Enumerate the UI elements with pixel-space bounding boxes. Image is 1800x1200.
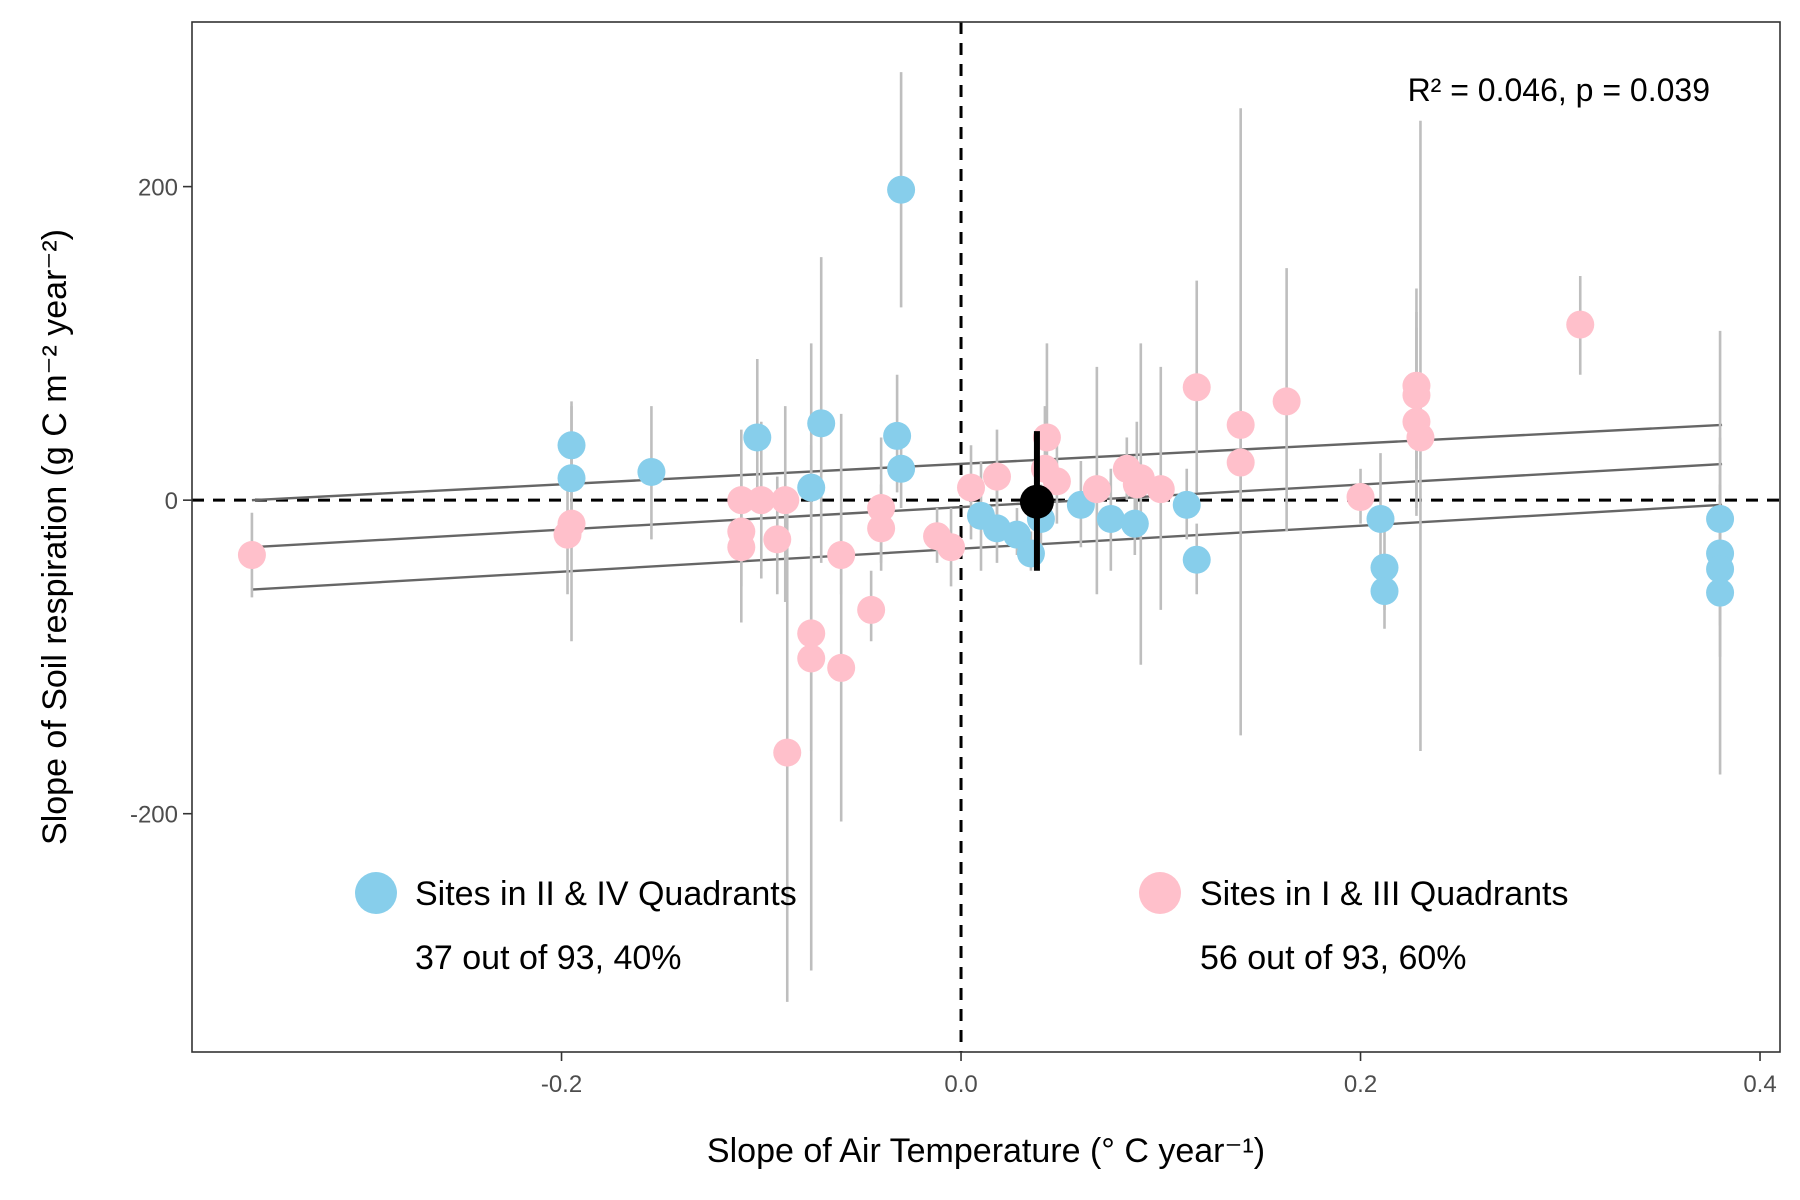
data-points	[237, 175, 1735, 767]
mean-point-group	[1019, 431, 1054, 571]
point-quadrant-i-iii	[957, 473, 986, 502]
point-quadrant-i-iii	[1566, 310, 1595, 339]
x-tick-label: 0.0	[944, 1071, 977, 1098]
point-quadrant-i-iii	[771, 486, 800, 515]
legend-label-ii-iv: Sites in II & IV Quadrants	[415, 875, 797, 913]
x-axis-ticks: -0.2 0.0 0.2 0.4	[541, 1052, 1777, 1098]
legend-marker-i-iii	[1139, 872, 1181, 914]
point-quadrant-i-iii	[727, 533, 756, 562]
point-quadrant-i-iii	[1182, 373, 1211, 402]
confidence-upper-line	[251, 423, 1723, 502]
x-axis-title: Slope of Air Temperature (° C year⁻¹)	[707, 1132, 1265, 1170]
point-quadrant-i-iii	[797, 619, 826, 648]
point-quadrant-i-iii	[1406, 423, 1435, 452]
point-quadrant-ii-iv	[1016, 539, 1045, 568]
mean-point	[1019, 484, 1054, 519]
point-quadrant-i-iii	[1272, 387, 1301, 416]
point-quadrant-i-iii	[827, 541, 856, 570]
point-quadrant-i-iii	[747, 486, 776, 515]
point-quadrant-ii-iv	[1706, 555, 1735, 584]
point-quadrant-i-iii	[1346, 483, 1375, 512]
point-quadrant-i-iii	[797, 644, 826, 673]
point-quadrant-ii-iv	[1706, 504, 1735, 533]
x-tick-label: 0.2	[1344, 1071, 1377, 1098]
fit-statistics-annotation: R² = 0.046, p = 0.039	[1408, 72, 1710, 108]
point-quadrant-i-iii	[1146, 475, 1175, 504]
point-quadrant-ii-iv	[1120, 509, 1149, 538]
point-quadrant-i-iii	[763, 525, 792, 554]
legend-sublabel-ii-iv: 37 out of 93, 40%	[415, 939, 682, 977]
point-quadrant-i-iii	[1226, 448, 1255, 477]
x-tick-label: -0.2	[541, 1071, 582, 1098]
point-quadrant-i-iii	[937, 533, 966, 562]
point-quadrant-ii-iv	[887, 175, 916, 204]
point-quadrant-ii-iv	[557, 464, 586, 493]
point-quadrant-i-iii	[1402, 381, 1431, 410]
point-quadrant-ii-iv	[1706, 578, 1735, 607]
point-quadrant-ii-iv	[557, 431, 586, 460]
point-quadrant-ii-iv	[637, 457, 666, 486]
point-quadrant-ii-iv	[887, 454, 916, 483]
legend-label-i-iii: Sites in I & III Quadrants	[1200, 875, 1569, 913]
point-quadrant-i-iii	[727, 486, 756, 515]
plot-panel-border	[191, 21, 1781, 1053]
legend: Sites in II & IV Quadrants 37 out of 93,…	[355, 872, 1569, 977]
point-quadrant-ii-iv	[1370, 577, 1399, 606]
point-quadrant-ii-iv	[797, 473, 826, 502]
point-quadrant-i-iii	[1042, 467, 1071, 496]
point-quadrant-i-iii	[1082, 475, 1111, 504]
point-quadrant-i-iii	[827, 653, 856, 682]
point-quadrant-i-iii	[773, 738, 802, 767]
confidence-lower-line	[251, 503, 1723, 591]
point-quadrant-ii-iv	[743, 423, 772, 452]
x-tick-label: 0.4	[1743, 1071, 1776, 1098]
point-quadrant-ii-iv	[1370, 553, 1399, 582]
y-tick-label: 200	[138, 175, 178, 202]
point-quadrant-i-iii	[867, 493, 896, 522]
point-quadrant-i-iii	[982, 462, 1011, 491]
point-quadrant-i-iii	[237, 541, 266, 570]
point-quadrant-ii-iv	[1366, 504, 1395, 533]
y-axis-ticks: -200 0 200	[130, 175, 192, 829]
point-quadrant-ii-iv	[883, 421, 912, 450]
point-quadrant-i-iii	[1226, 410, 1255, 439]
point-quadrant-ii-iv	[807, 409, 836, 438]
reference-lines	[192, 22, 1780, 1052]
point-quadrant-ii-iv	[1096, 504, 1125, 533]
y-axis-title: Slope of Soil respiration (g C m⁻² year⁻…	[36, 229, 74, 845]
point-quadrant-ii-iv	[1182, 545, 1211, 574]
y-tick-label: 0	[165, 488, 178, 515]
legend-marker-ii-iv	[355, 872, 397, 914]
y-tick-label: -200	[130, 802, 178, 829]
legend-sublabel-i-iii: 56 out of 93, 60%	[1200, 939, 1467, 977]
point-quadrant-i-iii	[867, 514, 896, 543]
point-quadrant-ii-iv	[1172, 490, 1201, 519]
point-quadrant-i-iii	[557, 509, 586, 538]
point-quadrant-i-iii	[857, 595, 886, 624]
